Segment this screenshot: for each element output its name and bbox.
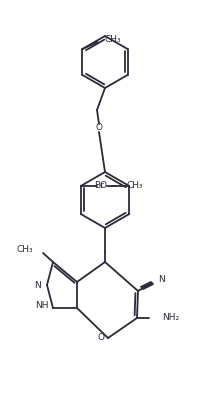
Text: NH: NH: [35, 302, 49, 310]
Text: CH₃: CH₃: [127, 182, 143, 191]
Text: NH₂: NH₂: [162, 314, 179, 323]
Text: N: N: [34, 280, 41, 289]
Text: O: O: [99, 182, 106, 191]
Text: Br: Br: [94, 182, 104, 191]
Text: CH₃: CH₃: [16, 245, 33, 254]
Text: O: O: [95, 123, 102, 132]
Text: N: N: [158, 275, 165, 284]
Text: CH₃: CH₃: [105, 35, 121, 44]
Text: O: O: [98, 333, 105, 342]
